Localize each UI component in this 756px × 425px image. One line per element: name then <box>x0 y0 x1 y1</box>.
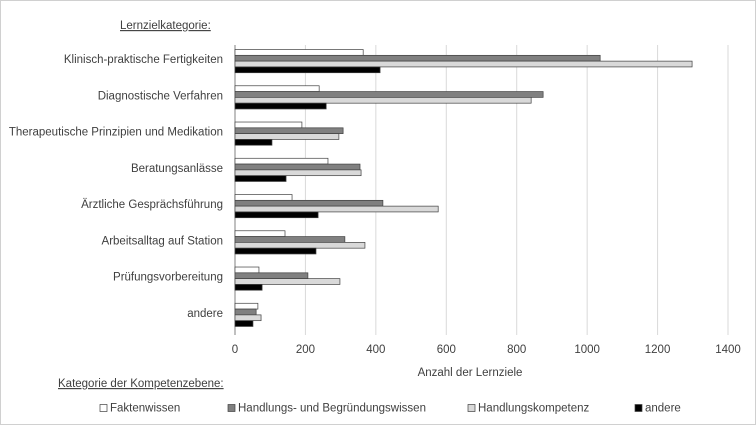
bar <box>234 139 273 146</box>
bar <box>234 278 341 285</box>
bar <box>234 133 340 140</box>
legend-label: andere <box>645 403 681 415</box>
x-tick-label: 600 <box>437 344 456 356</box>
bar <box>234 242 366 249</box>
y-tick-label: Prüfungsvorbereitung <box>113 272 223 284</box>
y-tick-label: Arbeitsalltag auf Station <box>102 235 223 247</box>
bar <box>234 194 293 201</box>
y-tick-label: Ärztliche Gesprächsführung <box>81 199 223 211</box>
x-tick-label: 400 <box>366 344 385 356</box>
y-tick-label: Beratungsanlässe <box>131 163 223 175</box>
bar <box>234 163 361 171</box>
bar <box>234 230 286 237</box>
bar <box>234 121 303 129</box>
legend-label: Handlungs- und Begründungswissen <box>238 403 426 415</box>
x-tick-label: 1000 <box>574 344 600 356</box>
bar <box>234 205 439 213</box>
bar <box>234 102 327 110</box>
x-tick-label: 200 <box>296 344 315 356</box>
bar <box>234 236 346 243</box>
y-axis-title: Lernzielkategorie: <box>120 20 211 32</box>
bar <box>234 247 317 255</box>
bar <box>234 91 544 98</box>
x-tick-label: 1200 <box>645 344 671 356</box>
bar <box>234 266 260 274</box>
bar <box>234 302 259 310</box>
bar <box>234 211 319 219</box>
legend-label: Handlungskompetenz <box>478 403 589 415</box>
bar <box>234 320 254 327</box>
bar <box>234 97 532 104</box>
legend-swatch <box>467 404 476 412</box>
y-tick-label: andere <box>187 308 223 320</box>
bar <box>234 85 320 92</box>
bar <box>234 284 263 291</box>
bar <box>234 169 362 177</box>
legend-title: Kategorie der Kompetenzebene: <box>58 378 224 390</box>
legend-label: Faktenwissen <box>110 403 180 415</box>
legend-swatch <box>99 404 108 412</box>
bar <box>234 175 287 182</box>
bar <box>234 54 601 62</box>
bar <box>234 127 344 134</box>
bar <box>234 60 693 68</box>
legend-swatch <box>634 404 643 412</box>
bar <box>234 157 329 165</box>
x-tick-label: 1400 <box>715 344 741 356</box>
x-tick-label: 0 <box>232 344 238 356</box>
bar <box>234 272 309 279</box>
y-tick-label: Diagnostische Verfahren <box>98 90 223 102</box>
bar <box>234 66 381 74</box>
bar <box>234 308 257 316</box>
y-tick-label: Klinisch-praktische Fertigkeiten <box>64 54 223 66</box>
x-axis-title: Anzahl der Lernziele <box>418 367 523 379</box>
y-tick-label: Therapeutische Prinzipien und Medikation <box>9 127 223 139</box>
bar <box>234 199 384 207</box>
legend-swatch <box>227 404 236 412</box>
bar <box>234 314 262 322</box>
bar <box>234 49 364 56</box>
x-tick-label: 800 <box>507 344 526 356</box>
